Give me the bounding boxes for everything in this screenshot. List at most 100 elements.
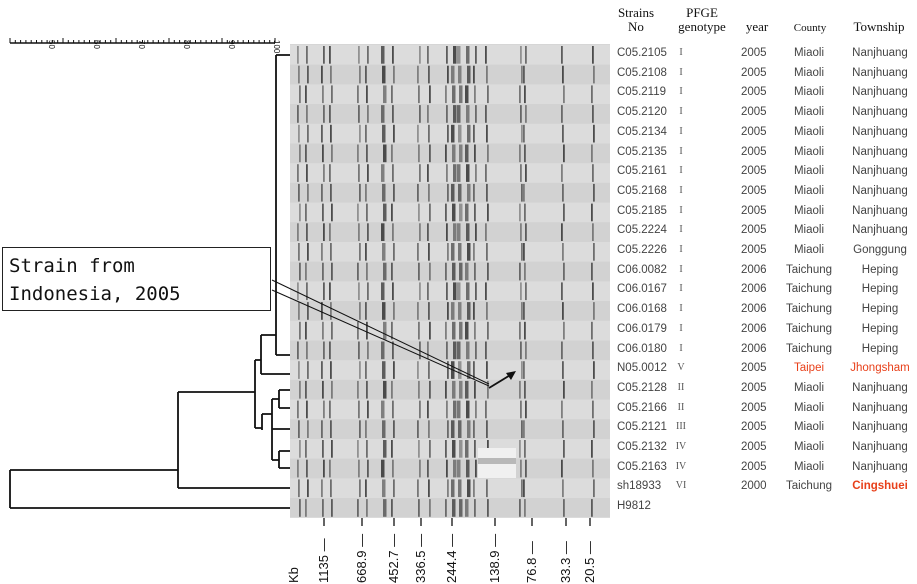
gel-band: [428, 302, 430, 320]
gel-band: [473, 479, 475, 498]
pfge-genotype-cell: I: [679, 86, 683, 98]
gel-band: [474, 321, 476, 340]
county-cell: Miaoli: [793, 421, 825, 434]
year-cell: 2006: [741, 283, 767, 296]
gel-lane: [290, 84, 610, 105]
gel-band: [429, 85, 431, 104]
year-cell: 2005: [741, 381, 767, 394]
gel-band: [475, 282, 477, 301]
gel-band: [591, 144, 593, 163]
gel-band: [382, 65, 386, 84]
gel-band: [358, 223, 360, 241]
gel-highlight-line: [478, 458, 516, 464]
township-cell: Nanjhuang: [852, 165, 908, 178]
gel-band: [524, 262, 526, 281]
gel-band: [519, 380, 521, 399]
gel-band: [305, 380, 307, 399]
year-cell: 2005: [741, 421, 767, 434]
gel-band: [457, 400, 461, 419]
gel-band: [330, 65, 332, 84]
gel-band: [523, 361, 525, 379]
gel-band: [459, 144, 463, 163]
gel-band: [519, 440, 521, 458]
gel-band: [593, 65, 595, 84]
gel-band: [298, 361, 300, 379]
pfge-genotype-cell: I: [679, 342, 683, 354]
gel-lane: [290, 123, 610, 144]
gel-band: [305, 203, 307, 222]
table-row: C05.2128 II 2005 Miaoli Nanjhuang: [610, 380, 917, 398]
dendro-join-3: [254, 359, 263, 430]
gel-band: [299, 380, 301, 399]
gel-band: [359, 302, 361, 320]
gel-band: [358, 282, 360, 301]
gel-band: [392, 459, 394, 478]
county-cell: Miaoli: [793, 165, 825, 178]
gel-band: [485, 164, 487, 182]
dendro-cluster-1: [275, 54, 290, 356]
gel-band: [323, 341, 325, 360]
gel-band: [466, 400, 470, 419]
gel-band: [458, 420, 462, 438]
kb-marker-label: 336.5 —: [413, 533, 428, 583]
gel-band: [428, 420, 430, 438]
gel-band: [457, 341, 461, 360]
township-cell: Nanjhuang: [852, 204, 908, 217]
gel-band: [298, 124, 300, 143]
gel-band: [427, 282, 429, 301]
gel-band: [486, 361, 488, 379]
table-row: C06.0179 I 2006 Taichung Heping: [610, 321, 917, 339]
gel-band: [321, 65, 323, 84]
gel-band: [367, 223, 369, 241]
gel-band: [562, 302, 564, 320]
gel-band: [467, 124, 471, 143]
gel-band: [381, 223, 385, 241]
gel-band: [465, 262, 469, 281]
scale-tick-label: 60: [92, 40, 101, 49]
gel-band: [521, 302, 523, 320]
gel-band: [452, 321, 456, 340]
county-cell: Taipei: [793, 362, 825, 375]
header-strains-label: Strains: [617, 5, 655, 20]
gel-band: [366, 203, 368, 222]
gel-band: [367, 459, 369, 478]
gel-band: [524, 380, 526, 399]
gel-band: [453, 400, 457, 419]
county-cell: Miaoli: [793, 47, 825, 59]
gel-band: [297, 282, 299, 301]
gel-band: [383, 144, 387, 163]
year-cell: 2005: [741, 184, 767, 197]
township-cell: Heping: [861, 342, 899, 355]
gel-band: [447, 361, 449, 379]
gel-band: [329, 223, 331, 241]
gel-band: [417, 65, 419, 84]
gel-band: [520, 282, 522, 301]
gel-band: [447, 302, 449, 320]
gel-band: [367, 400, 369, 419]
table-row: sh18933 VI 2000 Taichung Cingshuei: [610, 478, 917, 496]
strain-no-cell: C05.2185: [617, 204, 667, 217]
strain-no-cell: C05.2119: [617, 86, 667, 99]
gel-band: [592, 46, 594, 64]
dendro-join-1: [260, 334, 276, 374]
gel-band: [357, 144, 359, 163]
header-pfge-genotype: PFGE genotype: [667, 6, 737, 34]
gel-band: [465, 499, 469, 517]
gel-band: [486, 302, 488, 320]
gel-band: [330, 243, 332, 261]
gel-band: [475, 46, 477, 64]
gel-band: [427, 164, 429, 182]
gel-band: [419, 46, 421, 64]
gel-band: [459, 380, 463, 399]
year-cell: 2006: [741, 263, 767, 276]
gel-band: [298, 302, 300, 320]
header-genotype-label: genotype: [678, 19, 726, 34]
pfge-genotype-cell: I: [679, 145, 683, 157]
gel-band: [525, 105, 527, 123]
gel-band: [592, 223, 594, 241]
arrow-icon: [488, 371, 516, 389]
county-cell: Miaoli: [793, 184, 825, 197]
kb-marker-label: 452.7 —: [386, 533, 401, 583]
kb-marker-label: 20.5 —: [582, 541, 597, 583]
